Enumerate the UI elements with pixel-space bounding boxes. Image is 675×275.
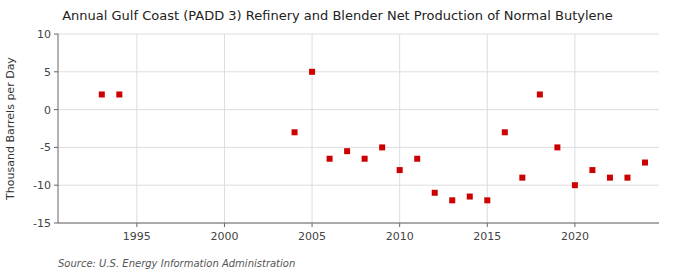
y-tick-label: 5 (44, 66, 51, 79)
grid-line-y (58, 223, 659, 224)
point (502, 129, 508, 135)
x-tick (312, 223, 313, 227)
y-tick (54, 185, 58, 186)
y-tick-label: 10 (37, 28, 51, 41)
x-ticks: 1995 2000 2005 2010 2015 2020 (123, 223, 589, 243)
point (449, 197, 455, 203)
point (554, 144, 560, 150)
y-tick (54, 34, 58, 35)
source: Source: U.S. Energy Information Administ… (58, 258, 295, 269)
x-tick (574, 223, 575, 227)
y-ticks: -15 -10 -5 0 5 10 (33, 28, 58, 230)
grid-line-x (487, 34, 488, 223)
point (432, 190, 438, 196)
point (362, 156, 368, 162)
point (484, 197, 490, 203)
point (99, 91, 105, 97)
y-tick-label: -5 (40, 141, 51, 154)
x-tick (487, 223, 488, 227)
point (467, 194, 473, 200)
point (379, 144, 385, 150)
x-axis-line (58, 223, 659, 224)
grid (58, 34, 659, 223)
y-tick (54, 109, 58, 110)
points (99, 69, 648, 204)
grid-line-x (574, 34, 575, 223)
point (292, 129, 298, 135)
grid-line-x (399, 34, 400, 223)
grid-line-y (58, 109, 659, 110)
x-tick (224, 223, 225, 227)
chart: 1995 2000 2005 2010 2015 2020 -15 -10 -5 0 5 10 Annu… (0, 0, 675, 275)
grid-line-x (312, 34, 313, 223)
title: Annual Gulf Coast (PADD 3) Refinery and … (62, 8, 613, 23)
x-tick-label: 2000 (210, 230, 238, 243)
grid-line-x (136, 34, 137, 223)
y-tick-label: -10 (33, 179, 51, 192)
grid-line-y (58, 185, 659, 186)
grid-line-x (224, 34, 225, 223)
point (537, 91, 543, 97)
x-tick-label: 2005 (298, 230, 326, 243)
point (589, 167, 595, 173)
point (344, 148, 350, 154)
point (519, 175, 525, 181)
grid-line-y (58, 34, 659, 35)
y-axis-line (58, 34, 59, 223)
y-tick (54, 71, 58, 72)
x-tick-label: 2015 (473, 230, 501, 243)
point (116, 91, 122, 97)
grid-line-y (58, 147, 659, 148)
y-tick (54, 147, 58, 148)
point (624, 175, 630, 181)
y-tick (54, 223, 58, 224)
point (397, 167, 403, 173)
point (309, 69, 315, 75)
y-tick-label: 0 (44, 104, 51, 117)
y-axis-label: Thousand Barrels per Day (4, 57, 17, 201)
x-tick-label: 2020 (561, 230, 589, 243)
grid-line-y (58, 71, 659, 72)
x-tick-label: 2010 (386, 230, 414, 243)
point (572, 182, 578, 188)
x-tick-label: 1995 (123, 230, 151, 243)
point (414, 156, 420, 162)
x-tick (136, 223, 137, 227)
point (642, 160, 648, 166)
y-tick-label: -15 (33, 217, 51, 230)
point (607, 175, 613, 181)
x-tick (399, 223, 400, 227)
point (327, 156, 333, 162)
